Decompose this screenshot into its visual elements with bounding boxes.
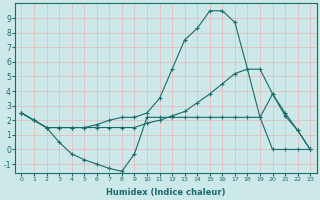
X-axis label: Humidex (Indice chaleur): Humidex (Indice chaleur) [106,188,226,197]
